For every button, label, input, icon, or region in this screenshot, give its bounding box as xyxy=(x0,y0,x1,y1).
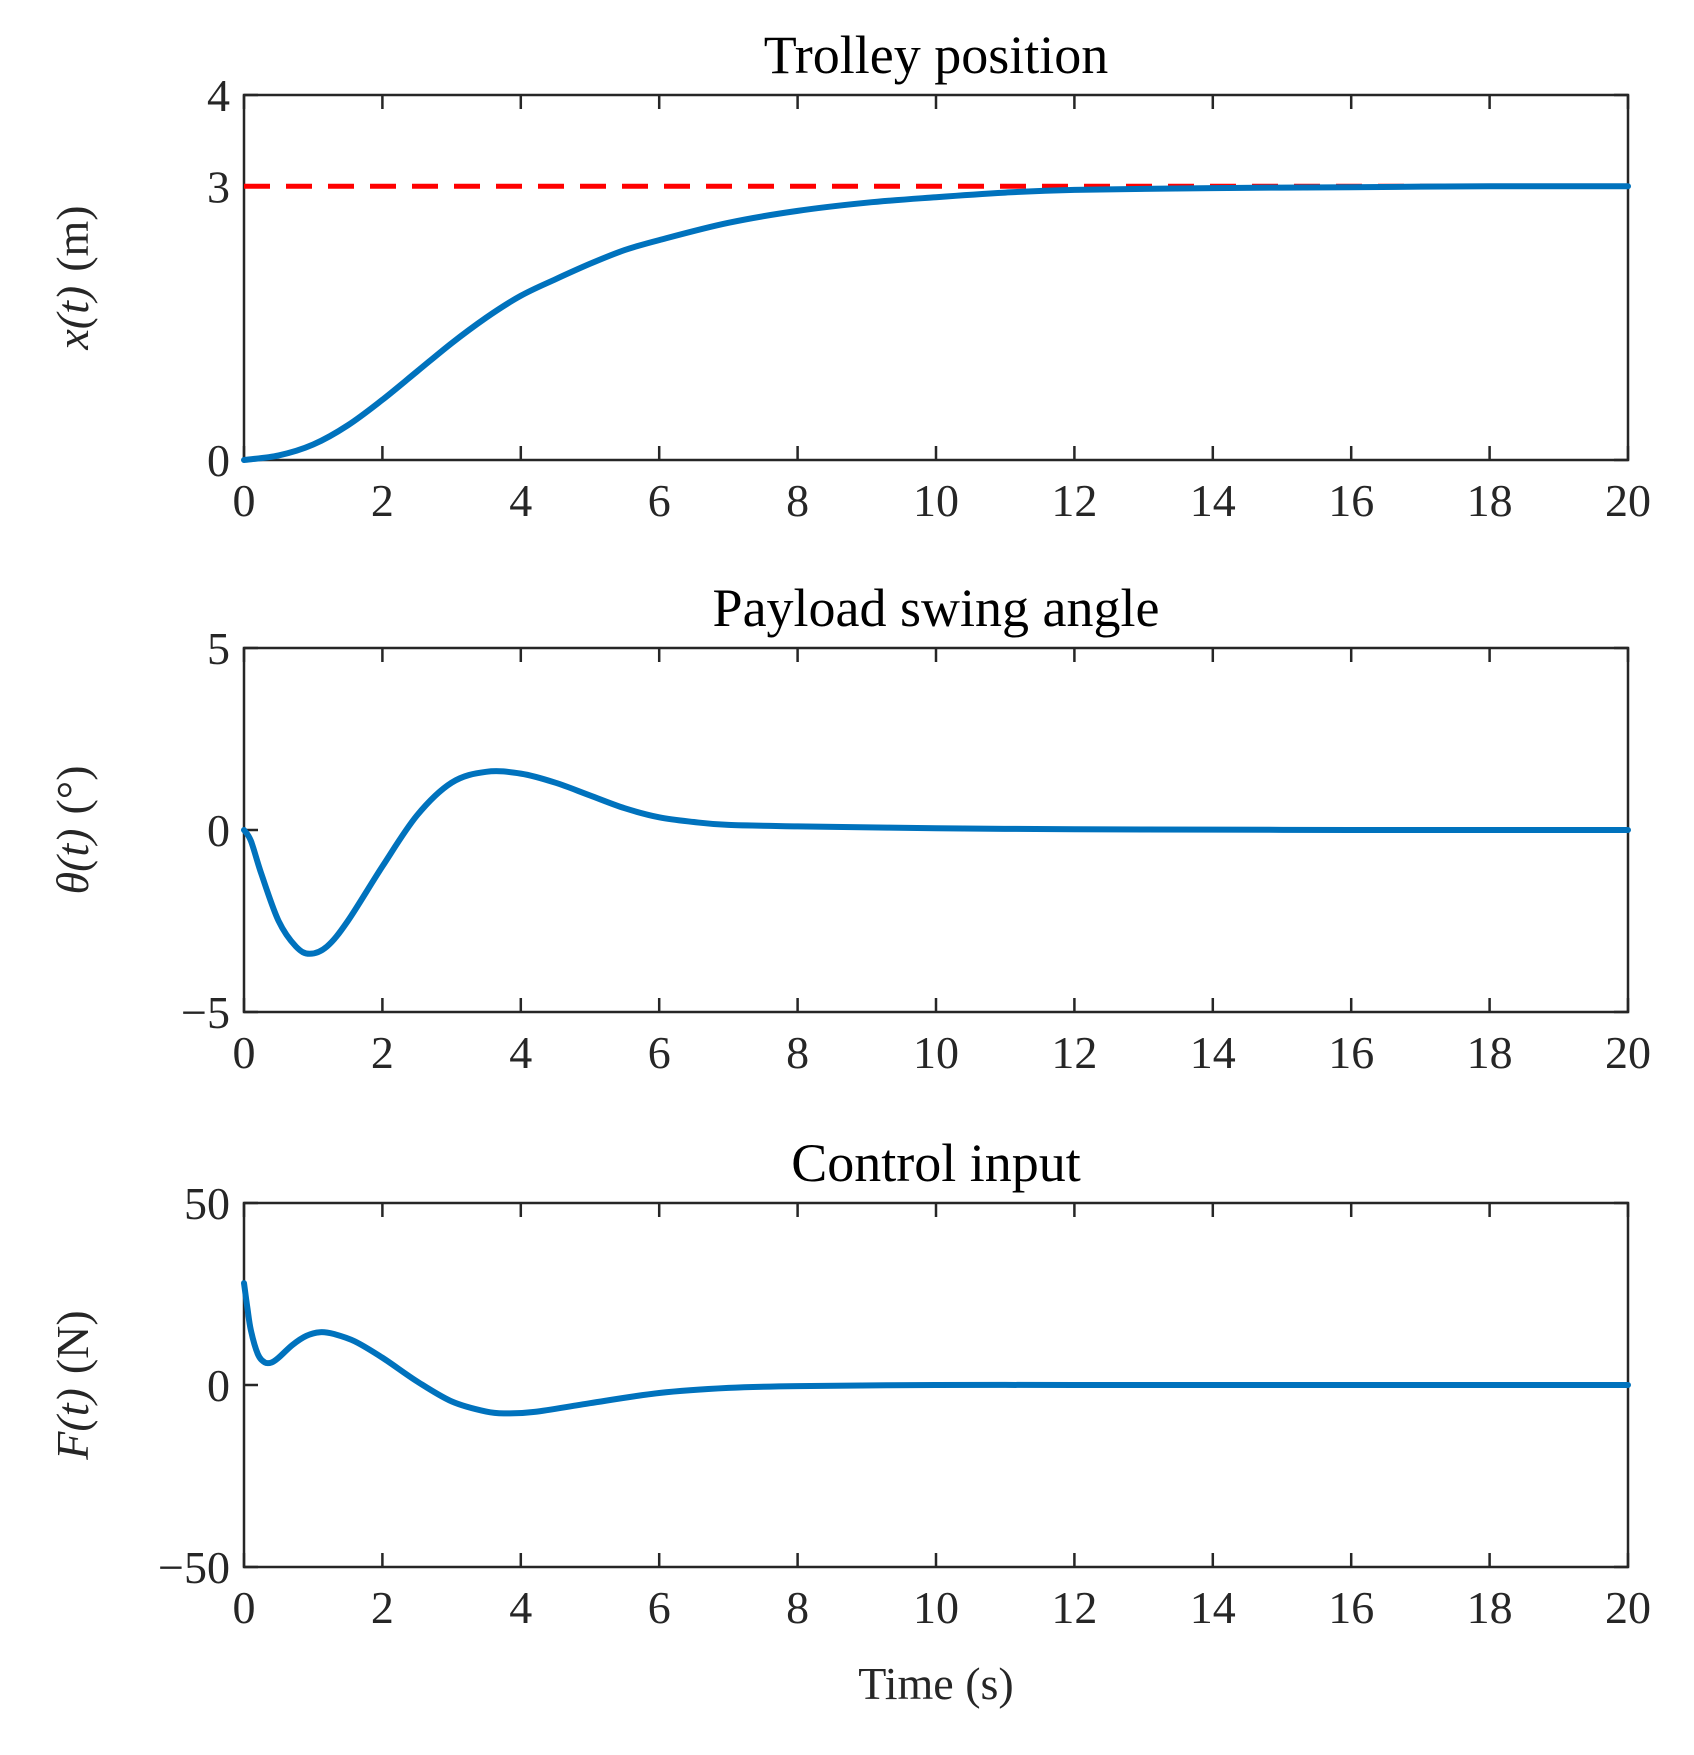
y-tick-label: −50 xyxy=(158,1542,230,1593)
x-tick-label: 10 xyxy=(913,1027,959,1078)
y-axis-unit: (°) xyxy=(47,765,98,814)
x-tick-label: 16 xyxy=(1328,1027,1374,1078)
x-tick-label: 6 xyxy=(648,475,671,526)
y-tick-label: 0 xyxy=(207,805,230,856)
y-tick-label: 3 xyxy=(207,161,230,212)
subplot-1: Trolley position 0 2 4 6 8 10 12 14 16 18 20 0 3 4 x(t)… xyxy=(47,25,1651,526)
y-axis-variable: θ(t) xyxy=(47,829,98,895)
y-axis-label: F(t) (N) xyxy=(47,1310,98,1460)
y-tick-label: −5 xyxy=(181,987,230,1038)
y-axis-unit: (N) xyxy=(47,1310,98,1374)
x-tick-label: 12 xyxy=(1051,1582,1097,1633)
x-tick-label: 6 xyxy=(648,1027,671,1078)
x-tick-label: 0 xyxy=(233,1582,256,1633)
chart-title: Trolley position xyxy=(764,25,1109,85)
x-tick-label: 10 xyxy=(913,475,959,526)
x-tick-label: 8 xyxy=(786,475,809,526)
x-tick-label: 18 xyxy=(1467,1582,1513,1633)
x-tick-label: 8 xyxy=(786,1027,809,1078)
x-tick-label: 18 xyxy=(1467,1027,1513,1078)
x-tick-label: 20 xyxy=(1605,1582,1651,1633)
chart-title: Payload swing angle xyxy=(713,578,1160,638)
x-tick-label: 12 xyxy=(1051,1027,1097,1078)
x-tick-label: 14 xyxy=(1190,475,1236,526)
series-line xyxy=(241,183,1631,463)
x-tick-label: 16 xyxy=(1328,475,1374,526)
x-tick-label: 14 xyxy=(1190,1027,1236,1078)
series-line xyxy=(241,1280,1631,1417)
x-tick-label: 20 xyxy=(1605,475,1651,526)
y-axis-unit: (m) xyxy=(47,205,98,271)
x-tick-label: 4 xyxy=(509,1027,532,1078)
x-tick-label: 14 xyxy=(1190,1582,1236,1633)
chart-title: Control input xyxy=(791,1133,1081,1193)
series-line xyxy=(241,768,1631,957)
axes-box xyxy=(242,93,1630,462)
x-tick-label: 2 xyxy=(371,1027,394,1078)
x-axis-label: Time (s) xyxy=(858,1658,1014,1709)
y-axis-variable: F(t) xyxy=(47,1388,98,1461)
x-tick-label: 20 xyxy=(1605,1027,1651,1078)
y-axis-variable: x(t) xyxy=(47,286,98,351)
x-tick-label: 2 xyxy=(371,475,394,526)
x-tick-label: 16 xyxy=(1328,1582,1374,1633)
y-tick-label: 4 xyxy=(207,70,230,121)
x-tick-label: 0 xyxy=(233,475,256,526)
x-tick-label: 2 xyxy=(371,1582,394,1633)
y-tick-label: 50 xyxy=(184,1178,230,1229)
x-tick-label: 8 xyxy=(786,1582,809,1633)
x-tick-label: 18 xyxy=(1467,475,1513,526)
y-tick-label: 0 xyxy=(207,1360,230,1411)
x-tick-label: 12 xyxy=(1051,475,1097,526)
x-tick-label: 10 xyxy=(913,1582,959,1633)
y-tick-label: 5 xyxy=(207,623,230,674)
x-tick-label: 4 xyxy=(509,1582,532,1633)
y-axis-label: x(t) (m) xyxy=(47,205,98,350)
x-tick-label: 6 xyxy=(648,1582,671,1633)
x-tick-label: 0 xyxy=(233,1027,256,1078)
x-tick-label: 4 xyxy=(509,475,532,526)
y-tick-label: 0 xyxy=(207,435,230,486)
y-axis-label: θ(t) (°) xyxy=(47,765,98,894)
